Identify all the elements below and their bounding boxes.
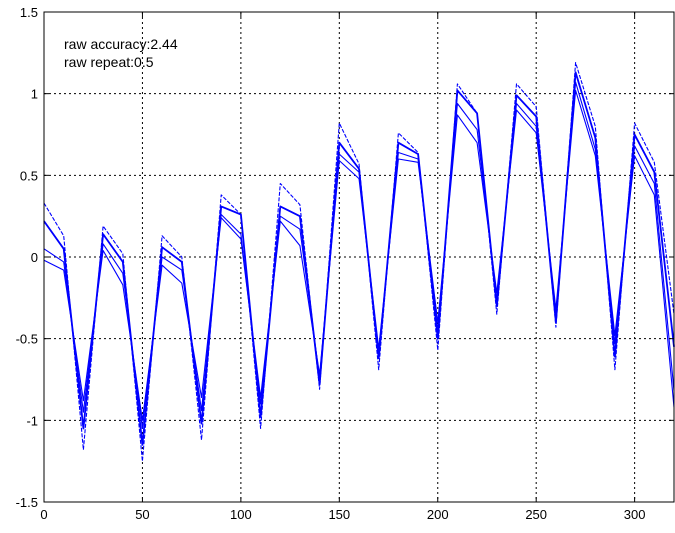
x-tick-label: 150	[328, 507, 350, 522]
annotation-repeat: raw repeat:0.5	[64, 54, 154, 70]
y-tick-label: 1	[31, 87, 38, 102]
x-tick-labels: 0 50 100 150 200 250 300	[40, 507, 645, 522]
x-tick-label: 300	[624, 507, 646, 522]
x-tick-label: 0	[40, 507, 47, 522]
series-line-2	[43, 71, 675, 446]
series-line-3	[43, 81, 675, 430]
y-tick-label: -1	[26, 413, 38, 428]
x-tick-label: 100	[230, 507, 252, 522]
y-tick-label: -0.5	[16, 332, 38, 347]
x-tick-label: 200	[427, 507, 449, 522]
y-tick-label: 1.5	[20, 5, 38, 20]
y-tick-label: 0.5	[20, 168, 38, 183]
series-lines	[43, 62, 675, 462]
x-tick-label: 50	[135, 507, 149, 522]
annotation-accuracy: raw accuracy:2.44	[64, 36, 178, 52]
y-tick-label: -1.5	[16, 495, 38, 510]
tick-marks	[43, 11, 674, 503]
grid-lines	[44, 12, 674, 502]
y-tick-label: 0	[31, 250, 38, 265]
series-line-4	[43, 89, 675, 421]
x-tick-label: 250	[525, 507, 547, 522]
y-tick-labels: -1.5 -1 -0.5 0 0.5 1 1.5	[16, 5, 38, 510]
